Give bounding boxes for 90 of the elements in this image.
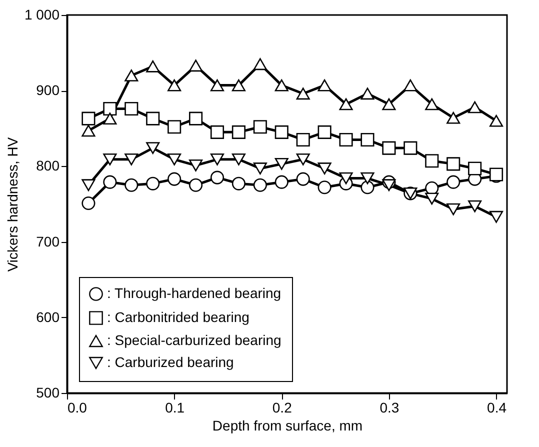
point [296,172,310,186]
point [468,162,482,176]
point [360,180,374,194]
point [146,142,160,154]
point [103,102,117,116]
point [82,179,96,192]
x-tick-label: 0.3 [380,400,400,416]
point [124,178,138,192]
x-tick-label: 0.0 [68,400,88,416]
point [446,112,460,124]
point [318,180,332,194]
point [146,176,160,190]
point [296,153,310,166]
point [232,79,246,92]
point [210,153,224,166]
point [339,132,353,147]
point [124,70,138,82]
point [318,79,332,92]
point [360,88,374,100]
point [296,88,310,100]
point [168,172,182,186]
y-tick-label: 700 [36,233,60,250]
point [382,98,396,110]
point [489,210,504,223]
x-axis-title: Depth from surface, mm [212,418,363,434]
point [404,141,418,155]
y-tick-label: 900 [36,82,60,98]
point [318,162,332,174]
point [146,60,160,72]
point [189,60,203,72]
point [382,179,396,192]
point [168,153,182,166]
y-tick-label: 500 [36,384,60,400]
point [232,176,246,190]
x-tick-label: 0.2 [272,400,292,416]
point [210,125,224,139]
point [274,79,288,92]
point [103,153,117,166]
legend-label: : Carburized bearing [107,354,234,370]
point [124,102,138,116]
point [168,79,182,92]
point [318,125,332,139]
point [446,203,460,216]
point [489,114,504,127]
legend-label: : Carbonitrided bearing [107,309,250,325]
x-tick-label: 0.1 [165,400,185,416]
point [189,159,203,172]
point [82,112,96,126]
point [253,178,267,192]
point [360,132,374,147]
point [232,125,246,139]
point [339,172,353,184]
point [189,112,203,126]
point [274,175,288,189]
point [103,112,117,125]
point [210,170,224,184]
point [425,98,439,110]
point [168,120,182,134]
point [210,79,224,92]
point [446,157,460,171]
x-tick-label: 0.4 [487,400,507,416]
point [253,58,267,70]
point [253,120,267,134]
point [446,175,460,189]
y-tick-label: 800 [36,158,60,174]
point [382,141,396,155]
point [404,79,418,92]
point [146,112,160,126]
point [425,154,439,168]
point [468,101,482,114]
point [103,175,117,189]
point [339,98,353,110]
point [274,125,288,139]
point [82,196,96,210]
point [124,153,138,166]
point [468,200,482,212]
y-axis-title: Vickers hardness, HV [4,136,20,272]
y-tick-label: 1 000 [24,6,60,22]
point [274,158,288,170]
legend-label: : Through-hardened bearing [107,285,282,301]
point [425,192,439,205]
legend-label: : Special-carburized bearing [107,332,282,348]
y-tick-label: 600 [36,308,60,325]
point [232,153,246,166]
point [82,124,96,137]
point [360,172,374,184]
point [296,132,310,147]
point [253,162,267,174]
point [425,181,439,195]
point [189,178,203,192]
